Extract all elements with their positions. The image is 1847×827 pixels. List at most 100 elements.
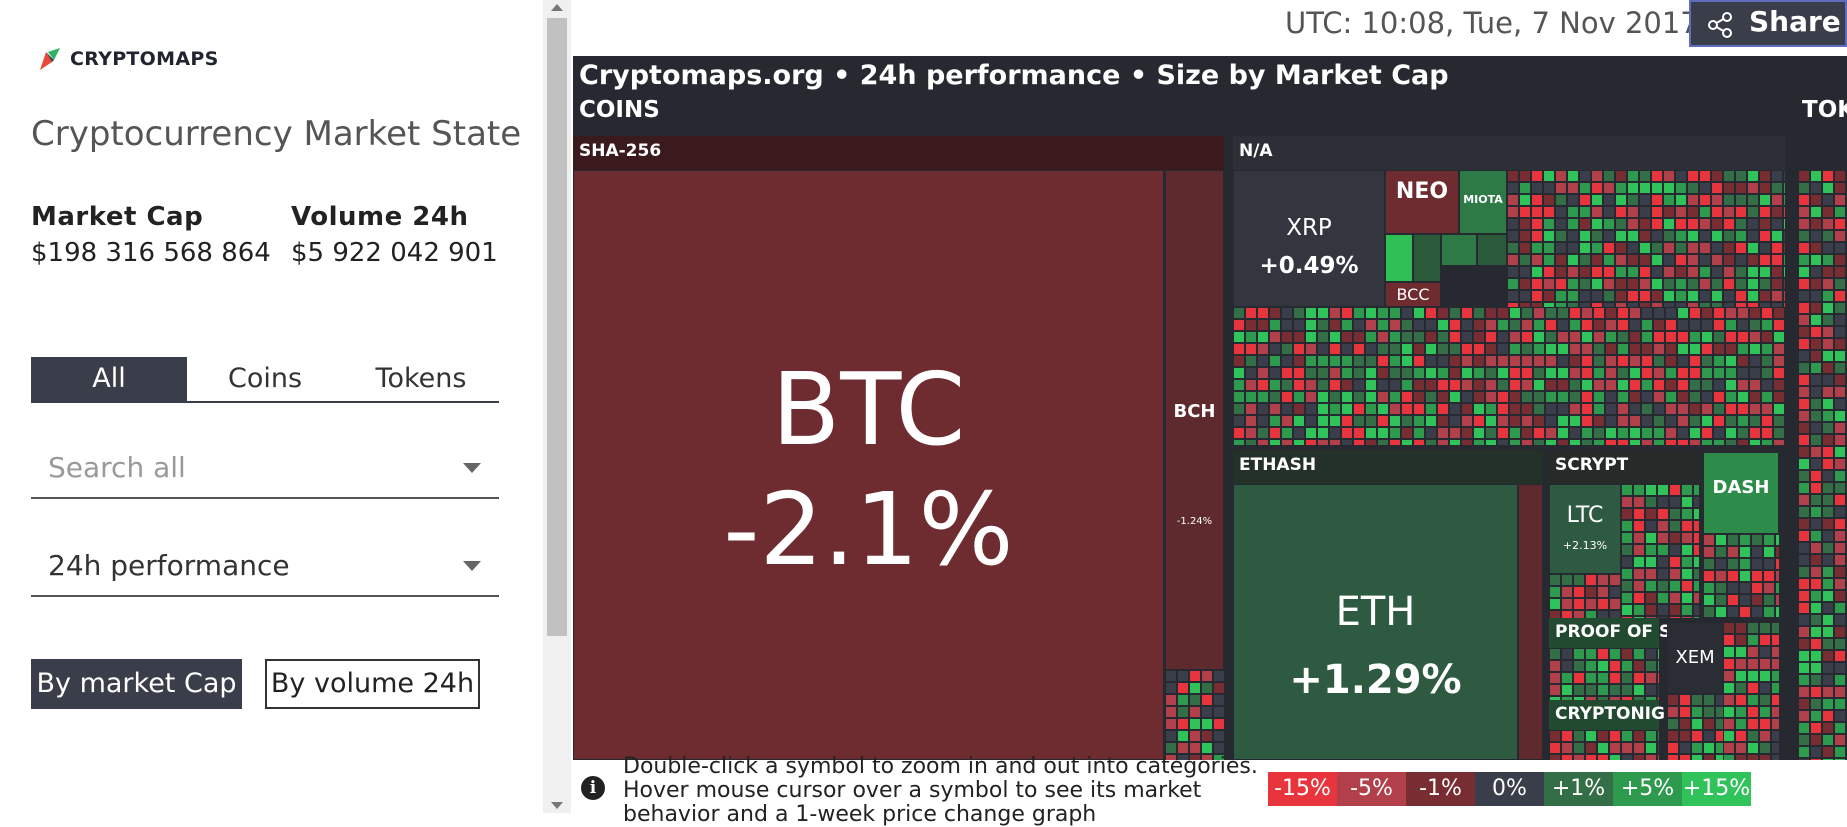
small-coin-cell[interactable] <box>1549 754 1561 760</box>
small-coin-cell[interactable] <box>1485 355 1497 367</box>
small-coins-mosaic[interactable] <box>1549 730 1659 760</box>
small-coin-cell[interactable] <box>1293 415 1305 427</box>
small-coin-cell[interactable] <box>1761 403 1773 415</box>
tile-ltc[interactable]: LTC +2.13% <box>1549 484 1621 574</box>
small-coin-cell[interactable] <box>1545 403 1557 415</box>
small-coin-cell[interactable] <box>1305 343 1317 355</box>
small-coin-cell[interactable] <box>1581 379 1593 391</box>
small-coin-cell[interactable] <box>1305 403 1317 415</box>
small-coin-cell[interactable] <box>1621 672 1633 684</box>
small-coin-cell[interactable] <box>1763 606 1775 618</box>
small-coin-cell[interactable] <box>1485 403 1497 415</box>
small-coin-cell[interactable] <box>1751 582 1763 594</box>
small-coin-cell[interactable] <box>1798 494 1810 506</box>
small-coin-cell[interactable] <box>1597 696 1609 700</box>
small-coin-cell[interactable] <box>1581 391 1593 403</box>
small-coin-cell[interactable] <box>1543 302 1555 310</box>
small-coin-cell[interactable] <box>1798 554 1810 566</box>
small-coin-cell[interactable] <box>1798 206 1810 218</box>
small-coins-mosaic[interactable] <box>1667 694 1723 760</box>
small-coin-cell[interactable] <box>1759 170 1771 182</box>
small-coin-cell[interactable] <box>1701 355 1713 367</box>
small-coin-cell[interactable] <box>1763 570 1775 582</box>
small-coin-cell[interactable] <box>1621 592 1633 604</box>
small-coin-cell[interactable] <box>1281 439 1293 445</box>
small-coin-cell[interactable] <box>1703 582 1715 594</box>
small-coin-cell[interactable] <box>1633 544 1645 556</box>
small-coin-cell[interactable] <box>1573 742 1585 754</box>
small-coin-cell[interactable] <box>1689 379 1701 391</box>
small-coin-cell[interactable] <box>1561 684 1573 696</box>
small-coin-cell[interactable] <box>1213 730 1224 742</box>
small-coin-cell[interactable] <box>1281 427 1293 439</box>
small-coin-cell[interactable] <box>1701 319 1713 331</box>
small-coin-cell[interactable] <box>1681 520 1693 532</box>
small-coin-cell[interactable] <box>1699 206 1711 218</box>
small-coin-cell[interactable] <box>1567 170 1579 182</box>
small-coin-cell[interactable] <box>1834 278 1846 290</box>
small-coin-cell[interactable] <box>1461 331 1473 343</box>
small-coin-cell[interactable] <box>1657 592 1669 604</box>
small-coin-cell[interactable] <box>1605 331 1617 343</box>
small-coin-cell[interactable] <box>1783 266 1785 278</box>
small-coin-cell[interactable] <box>1593 331 1605 343</box>
small-coin-cell[interactable] <box>1749 319 1761 331</box>
small-coin-cell[interactable] <box>1617 307 1629 319</box>
small-coin-cell[interactable] <box>1663 278 1675 290</box>
small-coin-cell[interactable] <box>1591 218 1603 230</box>
small-coin-cell[interactable] <box>1557 403 1569 415</box>
small-coin-cell[interactable] <box>1281 343 1293 355</box>
small-coin-cell[interactable] <box>1545 319 1557 331</box>
small-coin-cell[interactable] <box>1293 343 1305 355</box>
small-coin-cell[interactable] <box>1739 606 1751 618</box>
small-coin-cell[interactable] <box>1545 439 1557 445</box>
small-coin-cell[interactable] <box>1639 182 1651 194</box>
small-coin-cell[interactable] <box>1834 242 1846 254</box>
small-coin-cell[interactable] <box>1189 706 1201 718</box>
small-coin-cell[interactable] <box>1822 698 1834 710</box>
small-coin-cell[interactable] <box>1669 520 1681 532</box>
small-coin-cell[interactable] <box>1509 415 1521 427</box>
small-coin-cell[interactable] <box>1413 415 1425 427</box>
small-coin-cell[interactable] <box>1653 391 1665 403</box>
small-coin-cell[interactable] <box>1473 391 1485 403</box>
small-coin-cell[interactable] <box>1675 206 1687 218</box>
small-coins-mosaic[interactable] <box>1621 484 1699 618</box>
small-coin-cell[interactable] <box>1751 594 1763 606</box>
small-coin-cell[interactable] <box>1735 670 1747 682</box>
small-coin-cell[interactable] <box>1317 355 1329 367</box>
small-coin-cell[interactable] <box>1201 682 1213 694</box>
small-coin-cell[interactable] <box>1521 307 1533 319</box>
small-coin-cell[interactable] <box>1449 415 1461 427</box>
small-coin-cell[interactable] <box>1165 742 1177 754</box>
small-coin-cell[interactable] <box>1693 508 1699 520</box>
small-coin-cell[interactable] <box>1798 446 1810 458</box>
small-coin-cell[interactable] <box>1651 242 1663 254</box>
small-coin-cell[interactable] <box>1665 367 1677 379</box>
small-coin-cell[interactable] <box>1531 218 1543 230</box>
small-coin-cell[interactable] <box>1609 610 1621 618</box>
small-coin-cell[interactable] <box>1677 319 1689 331</box>
small-coin-cell[interactable] <box>1461 367 1473 379</box>
small-coin-cell[interactable] <box>1213 706 1224 718</box>
small-coin-cell[interactable] <box>1699 170 1711 182</box>
small-coin-cell[interactable] <box>1822 182 1834 194</box>
small-coin-cell[interactable] <box>1519 254 1531 266</box>
small-coin-cell[interactable] <box>1533 427 1545 439</box>
small-coin-cell[interactable] <box>1621 484 1633 496</box>
small-coin-cell[interactable] <box>1703 570 1715 582</box>
small-coin-cell[interactable] <box>1629 403 1641 415</box>
small-coin-cell[interactable] <box>1735 718 1747 730</box>
small-coin-cell[interactable] <box>1735 182 1747 194</box>
small-coin-cell[interactable] <box>1711 266 1723 278</box>
small-coin-cell[interactable] <box>1711 290 1723 302</box>
small-coin-cell[interactable] <box>1365 355 1377 367</box>
small-coin-cell[interactable] <box>1549 598 1561 610</box>
small-coin-cell[interactable] <box>1617 343 1629 355</box>
tile-eth[interactable]: ETH +1.29% <box>1233 484 1518 760</box>
small-coin-cell[interactable] <box>1341 367 1353 379</box>
small-coin-cell[interactable] <box>1519 266 1531 278</box>
small-coin-cell[interactable] <box>1665 415 1677 427</box>
small-coin-cell[interactable] <box>1834 182 1846 194</box>
small-coin-cell[interactable] <box>1365 367 1377 379</box>
